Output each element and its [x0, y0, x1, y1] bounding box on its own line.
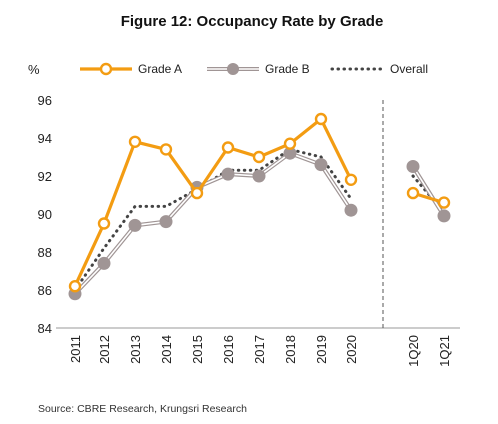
data-point [406, 186, 420, 200]
x-tick-label: 2012 [97, 335, 112, 364]
data-point [221, 167, 235, 181]
x-tick-label: 2019 [314, 335, 329, 364]
x-tick-label: 2015 [190, 335, 205, 364]
y-tick-label: 90 [38, 207, 52, 222]
x-tick-label: 2017 [252, 335, 267, 364]
data-point [128, 135, 142, 149]
series-line-inner [74, 152, 352, 295]
x-tick-label: 2018 [283, 335, 298, 364]
data-point [314, 112, 328, 126]
x-tick-label: 1Q20 [406, 335, 421, 367]
y-axis-ticks: 84 86 88 90 92 94 96 [38, 93, 52, 336]
data-point [344, 173, 358, 187]
series-layer [68, 112, 451, 301]
legend: Grade A Grade B Overall [80, 62, 428, 76]
x-tick-label: 1Q21 [437, 335, 452, 367]
y-tick-label: 84 [38, 321, 52, 336]
x-tick-label: 2016 [221, 335, 236, 364]
legend-item: Overall [330, 62, 428, 76]
x-tick-label: 2011 [68, 335, 83, 363]
data-point [221, 141, 235, 154]
series-line [73, 150, 353, 296]
y-tick-label: 88 [38, 245, 52, 260]
data-point [252, 169, 266, 183]
y-tick-label: 94 [38, 131, 52, 146]
data-point [68, 280, 82, 293]
data-point [437, 196, 451, 209]
data-point [314, 158, 328, 172]
legend-label: Overall [390, 62, 428, 76]
legend-item: Grade A [80, 62, 182, 76]
data-point [437, 209, 451, 223]
x-tick-label: 2014 [159, 335, 174, 364]
series-line-inner [412, 166, 445, 217]
data-point [97, 217, 111, 230]
x-tick-label: 2013 [128, 335, 143, 364]
data-point [344, 203, 358, 217]
series-line [73, 116, 353, 287]
data-point [283, 137, 297, 150]
data-point [159, 143, 173, 156]
series-grade-a [68, 112, 451, 293]
legend-item: Grade B [207, 62, 310, 76]
legend-label: Grade B [265, 62, 310, 76]
data-point [128, 218, 142, 232]
data-point [159, 215, 173, 229]
y-tick-label: 96 [38, 93, 52, 108]
y-axis-unit-label: % [28, 62, 40, 77]
data-point [97, 256, 111, 270]
x-tick-label: 2020 [344, 335, 359, 364]
source-note: Source: CBRE Research, Krungsri Research [38, 403, 247, 415]
legend-marker [99, 62, 113, 76]
x-axis-ticks: 2011 2012 2013 2014 2015 2016 2017 2018 2019 2020… [68, 335, 452, 367]
data-point [406, 160, 420, 173]
series-grade-b [68, 146, 451, 301]
data-point [252, 150, 266, 164]
y-tick-label: 86 [38, 283, 52, 298]
data-point [190, 186, 204, 200]
y-tick-label: 92 [38, 169, 52, 184]
legend-marker [227, 63, 239, 75]
chart-title: Figure 12: Occupancy Rate by Grade [121, 13, 384, 30]
legend-label: Grade A [138, 62, 182, 76]
